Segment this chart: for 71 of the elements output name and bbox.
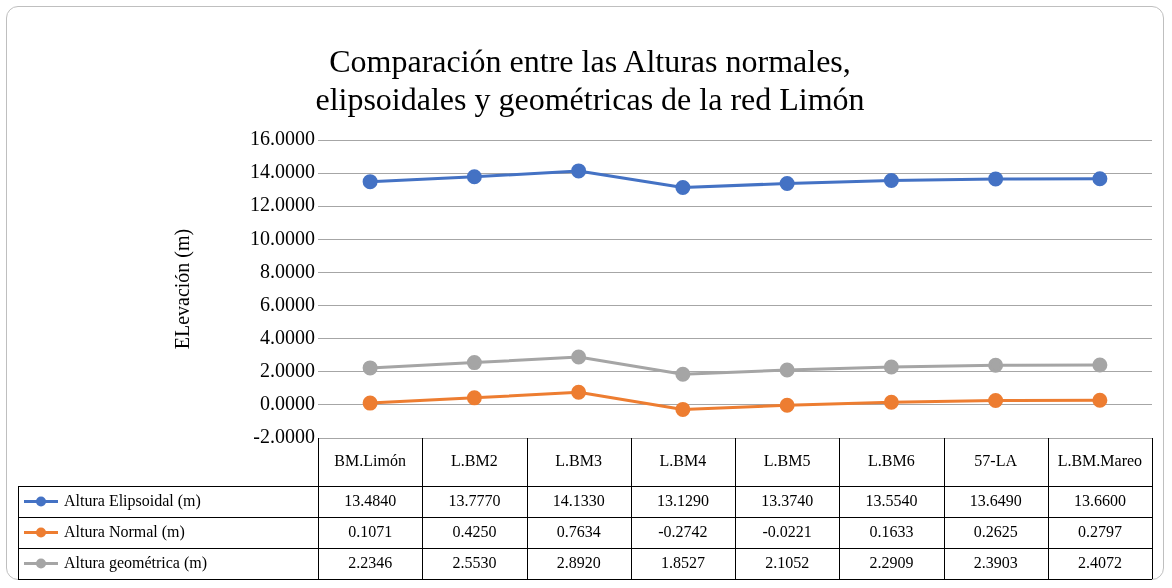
- data-label: 0.7634: [556, 522, 601, 540]
- y-tick-label: 4.0000: [260, 325, 315, 348]
- data-label: 0.1633: [869, 522, 914, 540]
- y-tick-label: 6.0000: [260, 292, 315, 315]
- data-label: 13.6490: [969, 491, 1022, 509]
- x-tick-label: L.BM5: [763, 452, 811, 470]
- legend-label: Altura Elipsoidal (m): [64, 491, 201, 510]
- point: [675, 401, 691, 417]
- data-label: 2.5530: [452, 553, 497, 571]
- point: [571, 349, 587, 365]
- y-tick-label: 12.0000: [250, 193, 315, 216]
- y-tick-label: 10.0000: [250, 226, 315, 249]
- point: [571, 163, 587, 179]
- x-tick-label: L.BM.Mareo: [1057, 452, 1143, 470]
- data-label: 13.3740: [761, 491, 814, 509]
- x-tick-label: L.BM2: [451, 452, 498, 470]
- point: [675, 180, 691, 196]
- point: [988, 171, 1004, 187]
- point: [988, 393, 1004, 409]
- point: [1092, 357, 1108, 373]
- legend-label: Altura Normal (m): [64, 522, 185, 541]
- data-label: 0.2797: [1077, 522, 1122, 540]
- x-tick-label: L.BM3: [555, 452, 602, 470]
- point: [883, 173, 899, 188]
- point: [466, 390, 482, 406]
- x-tick-label: 57-LA: [974, 452, 1018, 470]
- x-tick-label: L.BM6: [868, 452, 915, 470]
- legend-label: Altura geométrica (m): [64, 553, 208, 572]
- data-label: 13.1290: [656, 491, 709, 509]
- x-tick-label: BM.Limón: [334, 452, 406, 470]
- data-label: 2.2909: [869, 553, 914, 571]
- data-label: 2.3903: [973, 553, 1018, 571]
- point: [466, 169, 482, 185]
- y-tick-label: 0.0000: [260, 392, 315, 415]
- y-axis-title: ELevación (m): [171, 228, 195, 350]
- point: [466, 355, 482, 371]
- data-label: 13.7770: [448, 491, 501, 509]
- data-label: 13.6600: [1073, 491, 1126, 509]
- y-tick-label: 16.0000: [250, 127, 315, 150]
- point: [675, 366, 691, 382]
- point: [779, 175, 795, 191]
- point: [362, 174, 378, 190]
- data-label: -0.2742: [658, 522, 708, 540]
- data-label: 0.1071: [348, 522, 393, 540]
- chart-title: Comparación entre las Alturas normales, elipsoidales y geométricas de la red Limón: [314, 42, 866, 118]
- y-tick-label: 2.0000: [260, 359, 315, 382]
- data-label: 0.2625: [973, 522, 1018, 540]
- data-label: 2.2346: [348, 553, 393, 571]
- data-label: 13.5540: [865, 491, 918, 509]
- point: [779, 362, 795, 378]
- point: [883, 394, 899, 410]
- point: [988, 357, 1004, 373]
- data-label: 1.8527: [660, 553, 705, 571]
- point: [1092, 392, 1108, 408]
- x-tick-label: L.BM4: [659, 452, 707, 470]
- data-label: 13.4840: [344, 491, 397, 509]
- y-tick-label: 14.0000: [250, 160, 315, 183]
- y-tick-label: 8.0000: [260, 259, 315, 282]
- point: [362, 360, 378, 376]
- data-label: 14.1330: [552, 491, 605, 509]
- data-label: 2.8920: [556, 553, 601, 571]
- data-label: 0.4250: [452, 522, 497, 540]
- point: [362, 395, 378, 411]
- point: [779, 397, 795, 413]
- point: [571, 384, 587, 400]
- point: [1092, 171, 1108, 187]
- data-label: 2.1052: [765, 553, 810, 571]
- y-tick-label: -2.0000: [253, 425, 315, 448]
- data-label: -0.0221: [762, 522, 812, 540]
- point: [883, 359, 899, 375]
- data-label: 2.4072: [1077, 553, 1122, 571]
